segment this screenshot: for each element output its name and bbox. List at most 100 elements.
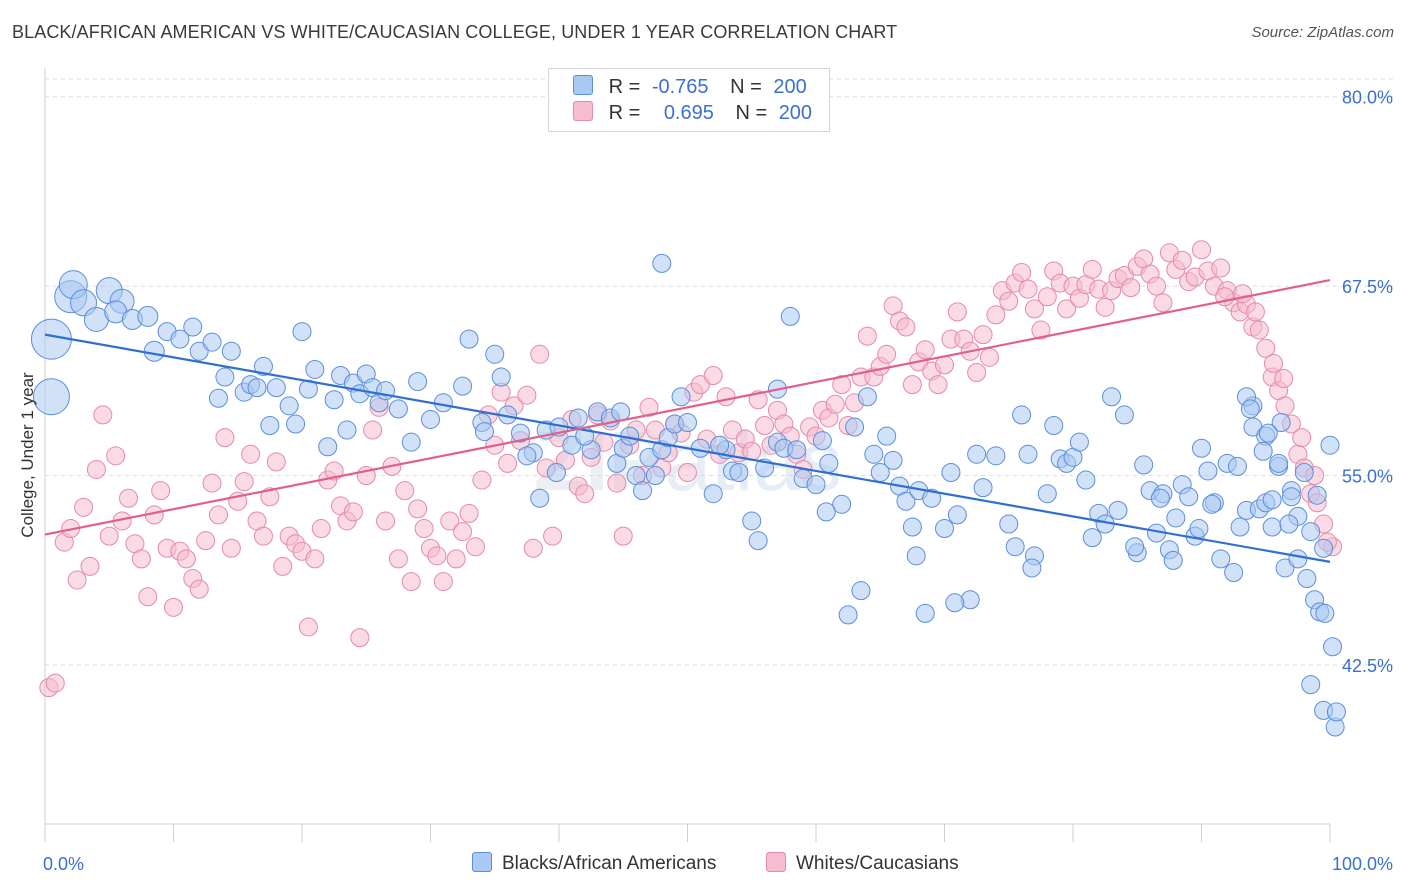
source-label: Source: ZipAtlas.com	[1251, 24, 1394, 41]
data-point-whites	[74, 497, 94, 517]
data-point-blacks	[967, 444, 987, 464]
data-point-blacks	[1301, 522, 1321, 542]
data-point-whites	[986, 305, 1006, 325]
data-point-blacks	[1012, 405, 1032, 425]
data-point-whites	[131, 549, 151, 569]
r-value: -0.765	[651, 76, 709, 98]
data-point-whites	[1121, 278, 1141, 298]
data-point-blacks	[1326, 702, 1346, 722]
data-point-whites	[1275, 396, 1295, 416]
data-point-blacks	[1082, 528, 1102, 548]
n-value: 200	[778, 102, 813, 124]
data-point-blacks	[32, 378, 70, 416]
r-value: 0.695	[663, 102, 714, 124]
data-point-blacks	[857, 387, 877, 407]
data-point-blacks	[690, 438, 710, 458]
data-point-blacks	[1198, 461, 1218, 481]
data-point-whites	[106, 446, 126, 466]
data-point-whites	[138, 587, 158, 607]
data-point-blacks	[1069, 432, 1089, 452]
data-point-whites	[459, 503, 479, 523]
data-point-blacks	[877, 426, 897, 446]
data-point-blacks	[183, 317, 203, 337]
data-point-blacks	[318, 437, 338, 457]
r-label: R =	[608, 76, 641, 98]
data-point-blacks	[902, 517, 922, 537]
data-point-whites	[722, 420, 742, 440]
data-point-whites	[1256, 338, 1276, 358]
data-point-blacks	[986, 446, 1006, 466]
data-point-whites	[343, 502, 363, 522]
data-point-whites	[967, 362, 987, 382]
data-point-whites	[1031, 320, 1051, 340]
trend-lines	[44, 278, 1331, 563]
data-point-blacks	[388, 399, 408, 419]
data-point-whites	[196, 531, 216, 551]
data-point-whites	[575, 484, 595, 504]
data-point-whites	[1263, 353, 1283, 373]
data-point-blacks	[780, 306, 800, 326]
data-point-blacks	[1227, 456, 1247, 476]
data-point-blacks	[1258, 423, 1278, 443]
data-point-whites	[376, 511, 396, 531]
data-point-blacks	[292, 322, 312, 342]
data-point-blacks	[945, 593, 965, 613]
data-point-whites	[414, 519, 434, 539]
data-point-blacks	[742, 511, 762, 531]
data-point-whites	[896, 317, 916, 337]
data-point-blacks	[247, 378, 267, 398]
data-point-blacks	[652, 253, 672, 273]
data-point-blacks	[1108, 500, 1128, 520]
y-axis-label: College, Under 1 year	[18, 372, 37, 538]
data-point-whites	[253, 526, 273, 546]
data-point-blacks	[260, 416, 280, 436]
data-point-whites	[151, 481, 171, 501]
data-point-whites	[234, 472, 254, 492]
data-point-blacks	[671, 387, 691, 407]
data-point-blacks	[189, 341, 209, 361]
data-point-blacks	[401, 432, 421, 452]
data-point-blacks	[510, 423, 530, 443]
data-point-whites	[902, 375, 922, 395]
data-point-blacks	[253, 356, 273, 376]
data-point-blacks	[1275, 558, 1295, 578]
data-point-blacks	[459, 329, 479, 349]
data-point-blacks	[816, 502, 836, 522]
data-point-whites	[80, 556, 100, 576]
data-point-blacks	[633, 481, 653, 501]
data-point-blacks	[1125, 537, 1145, 557]
data-point-whites	[86, 459, 106, 479]
data-point-blacks	[1163, 550, 1183, 570]
data-point-blacks	[611, 402, 631, 422]
data-point-blacks	[215, 367, 235, 387]
legend-item-whites[interactable]: Whites/Caucasians	[766, 852, 959, 875]
data-point-whites	[1018, 279, 1038, 299]
data-point-blacks	[1240, 399, 1260, 419]
data-point-blacks	[806, 475, 826, 495]
data-point-whites	[543, 526, 563, 546]
data-point-whites	[305, 549, 325, 569]
data-point-blacks	[947, 505, 967, 525]
data-point-whites	[1172, 250, 1192, 270]
data-point-whites	[395, 481, 415, 501]
data-point-blacks	[1297, 569, 1317, 589]
data-point-blacks	[1301, 675, 1321, 695]
data-point-whites	[979, 347, 999, 367]
data-point-whites	[99, 526, 119, 546]
data-point-blacks	[279, 396, 299, 416]
data-point-blacks	[1279, 514, 1299, 534]
data-point-blacks	[408, 372, 428, 392]
y-tick-label: 67.5%	[1342, 277, 1393, 297]
data-point-whites	[453, 522, 473, 542]
data-point-whites	[311, 519, 331, 539]
data-point-whites	[928, 375, 948, 395]
trend-line-blacks	[44, 333, 1331, 563]
legend-item-blacks[interactable]: Blacks/African Americans	[472, 852, 716, 875]
data-point-blacks	[1114, 405, 1134, 425]
data-point-blacks	[748, 531, 768, 551]
data-point-whites	[427, 546, 447, 566]
data-point-blacks	[1005, 537, 1025, 557]
data-point-blacks	[1102, 387, 1122, 407]
data-point-blacks	[812, 431, 832, 451]
